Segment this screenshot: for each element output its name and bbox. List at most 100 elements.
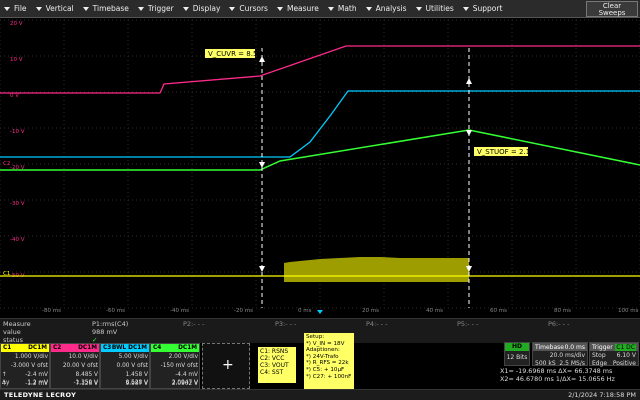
x-tick-label: 60 ms <box>490 308 507 314</box>
dropdown-triangle-icon <box>35 6 42 11</box>
annotation-cuvr-box <box>205 49 255 58</box>
status-row-label: status <box>3 336 23 344</box>
clear-sweeps-button[interactable]: Clear Sweeps <box>586 1 638 17</box>
channel-c4-mode: DC1M <box>178 345 197 351</box>
x-tick-label: -40 ms <box>170 308 189 314</box>
channel-c3-offset: 0.00 V ofst <box>116 362 148 369</box>
legend-line: C3: VOUT <box>260 362 289 369</box>
channel-c2-vdiv: 10.0 V/div <box>68 353 98 360</box>
trigger-mode: Stop <box>592 351 606 359</box>
dropdown-triangle-icon <box>4 6 10 11</box>
dropdown-triangle-icon <box>462 6 469 11</box>
channel-c4-box[interactable]: C4 DC1M 2.00 V/div -150 mV ofst -4.4 mV 2… <box>150 343 200 389</box>
channel-c4-v1: -4.4 mV <box>175 371 198 378</box>
cursor-x2-readout: X2= 46.6780 ms 1/ΔX= 15.0656 Hz <box>500 375 615 383</box>
channel-c4-v2: 2.0902 V <box>171 380 198 387</box>
timebase-offset: 0.0 ms <box>564 343 585 351</box>
menu-support[interactable]: Support <box>459 0 508 18</box>
param-p2-name[interactable]: P2:- - - <box>183 320 205 328</box>
cursor-readout: X1= -19.6968 ms ΔX= 66.3748 ms X2= 46.67… <box>498 367 640 389</box>
setup-line: *) R_RFS = 22k <box>306 360 349 367</box>
menu-cursors-label: Cursors <box>239 4 268 13</box>
menu-vertical[interactable]: Vertical <box>32 0 79 18</box>
setup-line: *) C27: + 100nF <box>306 373 352 380</box>
channel-c2-offset: 20.00 V ofst <box>62 362 98 369</box>
delta-y-row: Δy 1.2 mV -1.359 V 8.528 V 2.0947 V <box>0 380 200 389</box>
x-tick-label: 0 ms <box>298 308 312 314</box>
channel-c1-offset: -3.000 V ofst <box>10 362 48 369</box>
channel-c3-vdiv: 5.00 V/div <box>118 353 148 360</box>
menu-cursors[interactable]: Cursors <box>225 0 273 18</box>
y-tick-label: 0 V <box>10 93 19 99</box>
add-zoom-button[interactable]: + <box>202 343 250 389</box>
brand-logo: TELEDYNE LECROY <box>4 391 77 399</box>
trace-c1-burst <box>284 257 469 282</box>
channel-c1-name: C1 <box>3 345 12 351</box>
cursor-x2-arrow-up <box>466 78 472 84</box>
menu-trigger[interactable]: Trigger <box>134 0 179 18</box>
trigger-coupling: C1 DC <box>615 343 636 351</box>
menu-measure[interactable]: Measure <box>273 0 324 18</box>
channel-c2-box[interactable]: C2 DC1M 10.0 V/div 20.00 V ofst 8.485 V 7… <box>50 343 100 389</box>
menu-utilities-label: Utilities <box>425 4 454 13</box>
channel-c3-box[interactable]: C3 BWL DC1M 5.00 V/div 0.00 V ofst 1.458 … <box>100 343 150 389</box>
setup-line: *) C5: + 10µF <box>306 366 345 373</box>
sweeps-label: Sweeps <box>598 9 626 17</box>
param-p3-name[interactable]: P3:- - - <box>275 320 297 328</box>
channel-c2-mode: DC1M <box>78 345 97 351</box>
menu-utilities[interactable]: Utilities <box>412 0 459 18</box>
channel-c2-v2: 7.126 V <box>75 380 98 387</box>
param-p1-status: ✓ <box>92 336 98 344</box>
x-axis-labels: -80 ms -60 ms -40 ms -20 ms 0 ms 20 ms 40 ms 60… <box>42 308 639 314</box>
menu-support-label: Support <box>472 4 503 13</box>
x-tick-label: -60 ms <box>106 308 125 314</box>
row-symbol-dy: Δy <box>2 380 10 386</box>
channel-c3-v2: 9.987 V <box>125 380 148 387</box>
dropdown-triangle-icon <box>82 6 89 11</box>
param-p6-name[interactable]: P6:- - - <box>548 320 570 328</box>
param-p1-name[interactable]: P1:rms(C4) <box>92 320 129 328</box>
menu-trigger-label: Trigger <box>147 4 174 13</box>
annotation-stuof-box <box>474 147 528 156</box>
channel-c3-v1: 1.458 V <box>125 371 148 378</box>
param-p4-name[interactable]: P4:- - - <box>366 320 388 328</box>
setup-line: *) V_IN = 18V <box>306 340 345 347</box>
trace-c3 <box>0 90 640 158</box>
x-tick-label: -20 ms <box>234 308 253 314</box>
status-bar: TELEDYNE LECROY 2/1/2024 7:18:58 PM <box>0 389 640 400</box>
channel-c3-mode: BWL DC1M <box>111 345 147 351</box>
y-tick-label: 20 V <box>10 21 23 27</box>
setup-line: *) 24V-Trafo <box>306 353 339 360</box>
hd-resolution-box[interactable]: HD 12 Bits <box>504 342 530 366</box>
cursor-x1-arrow-bottom <box>259 266 265 272</box>
menu-file[interactable]: File <box>0 0 32 18</box>
setup-line: Setup: <box>306 334 325 340</box>
annotation-cuvr: V_CUVR = 8.5V <box>208 50 262 58</box>
y-axis-labels: 20 V10 V0 V-10 V-20 V-30 V-40 V-50 V <box>10 21 25 279</box>
timebase-box[interactable]: Timebase 0.0 ms 20.0 ms/div 500 kS 2.5 MS/… <box>532 342 588 367</box>
trigger-label: Trigger <box>592 343 613 351</box>
trigger-slope: Positive <box>612 359 636 367</box>
menu-display[interactable]: Display <box>179 0 226 18</box>
waveform-svg: 20 V10 V0 V-10 V-20 V-30 V-40 V-50 V -80… <box>0 19 640 314</box>
channel-c1-box[interactable]: C1 DC1M 1.000 V/div -3.000 V ofst ↑ -2.4 m… <box>0 343 50 389</box>
trigger-box[interactable]: Trigger C1 DC Stop 6.10 V Edge Positive <box>589 342 639 367</box>
menu-math[interactable]: Math <box>324 0 362 18</box>
channel-legend: C1: RSNS C2: VCC C3: VOUT C4: SST <box>258 347 296 383</box>
legend-line: C4: SST <box>260 369 284 376</box>
trigger-position-marker <box>317 310 323 314</box>
menu-measure-label: Measure <box>286 4 319 13</box>
param-p5-name[interactable]: P5:- - - <box>457 320 479 328</box>
timebase-div: 20.0 ms/div <box>549 351 585 359</box>
channel-c1-mode: DC1M <box>28 345 47 351</box>
datetime: 2/1/2024 7:18:58 PM <box>568 391 636 399</box>
menu-analysis[interactable]: Analysis <box>362 0 412 18</box>
y-tick-label: -10 V <box>10 129 25 135</box>
x-tick-label: 40 ms <box>426 308 443 314</box>
marker-c1: C1 <box>3 271 10 277</box>
annotation-stuof: V_STUOF = 2.1V <box>477 148 535 156</box>
setup-line: Adaptionen: <box>306 347 340 354</box>
menu-timebase[interactable]: Timebase <box>79 0 134 18</box>
plus-icon: + <box>222 357 234 373</box>
